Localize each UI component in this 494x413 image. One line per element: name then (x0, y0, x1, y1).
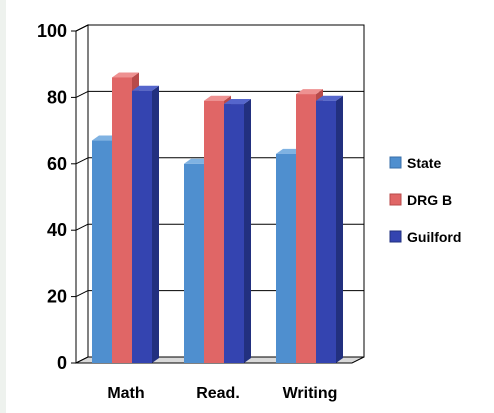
bar-side (152, 85, 159, 363)
y-tick-labels: 0 20 40 60 80 100 (37, 21, 67, 373)
bar-top (316, 95, 343, 101)
y-tick-label: 40 (47, 220, 67, 240)
bar (132, 85, 159, 363)
bar-front (184, 163, 204, 363)
legend: State DRG B Guilford (389, 155, 461, 245)
legend-label: State (407, 155, 441, 171)
side-wall (75, 24, 89, 364)
bar-top (204, 95, 231, 101)
bar (316, 95, 343, 363)
bar-front (204, 100, 224, 363)
gridline-side (75, 24, 89, 32)
bars-layer (92, 72, 343, 363)
bar-front (112, 77, 132, 363)
y-tick-label: 80 (47, 87, 67, 107)
bar-top (296, 89, 323, 95)
legend-swatch (389, 156, 402, 169)
legend-label: DRG B (407, 192, 452, 208)
bar-front (316, 100, 336, 363)
gridline-side (75, 90, 89, 98)
bar-side (244, 99, 251, 363)
y-tick-label: 60 (47, 154, 67, 174)
x-category-labels: Math Read. Writing (107, 385, 337, 402)
y-tick-label: 20 (47, 287, 67, 307)
bar (224, 99, 251, 363)
gridline-side (75, 223, 89, 231)
legend-swatch (389, 230, 402, 243)
bar-top (112, 72, 139, 78)
x-category-label: Read. (196, 385, 240, 402)
bar-front (224, 104, 244, 363)
bar-top (132, 85, 159, 91)
y-tick-label: 0 (57, 353, 67, 373)
bar-front (132, 90, 152, 363)
bar-front (276, 153, 296, 363)
legend-swatch (389, 193, 402, 206)
y-tick-label: 100 (37, 21, 67, 41)
bar-front (296, 94, 316, 363)
x-category-label: Math (107, 385, 144, 402)
gridline-side (75, 157, 89, 165)
bar-side (336, 95, 343, 363)
bar-front (92, 140, 112, 363)
x-category-label: Writing (283, 385, 338, 402)
legend-label: Guilford (407, 229, 461, 245)
gridline-side (75, 290, 89, 298)
bar-top (224, 99, 251, 105)
